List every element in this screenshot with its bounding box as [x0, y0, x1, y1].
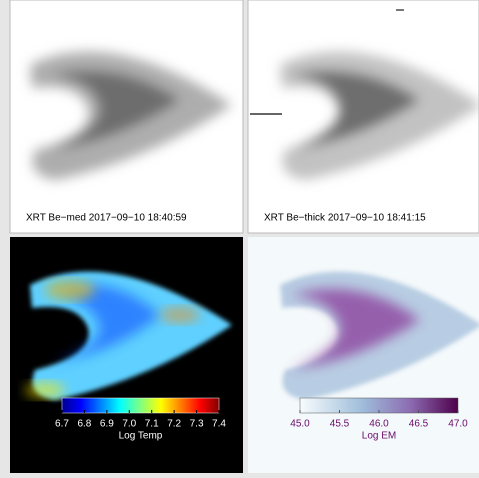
caption: XRT Be−med 2017−09−10 18:40:59 — [26, 213, 187, 224]
colorbar-tick-label: 7.3 — [190, 419, 204, 430]
colorbar-tick-label: 6.7 — [55, 419, 69, 430]
page: {"panels": [ {"caption": "XRT Be\u2212me… — [0, 0, 479, 473]
colorbar-tick-label: 46.5 — [409, 419, 429, 430]
colorbar-tick-label: 47.0 — [448, 419, 468, 430]
colorbar-tick-label: 45.5 — [330, 419, 350, 430]
colorbar-tick-label: 7.2 — [167, 419, 181, 430]
colorbar-tick-label: 6.8 — [77, 419, 91, 430]
colorbar-label: Log EM — [362, 431, 396, 442]
colorbar-tick-label: 45.0 — [290, 419, 310, 430]
caption: XRT Be−thick 2017−09−10 18:41:15 — [264, 213, 426, 224]
colorbar-tick-label: 7.0 — [122, 419, 136, 430]
colorbar-tick-label: 7.4 — [212, 419, 226, 430]
colorbar — [62, 398, 219, 413]
colorbar-tick-label: 7.1 — [145, 419, 159, 430]
colorbar-label: Log Temp — [119, 431, 163, 442]
colorbar-tick-label: 6.9 — [100, 419, 114, 430]
colorbar-tick-label: 46.0 — [369, 419, 389, 430]
figure: XRT Be−med 2017−09−10 18:40:59 XRT Be−th… — [0, 0, 479, 473]
